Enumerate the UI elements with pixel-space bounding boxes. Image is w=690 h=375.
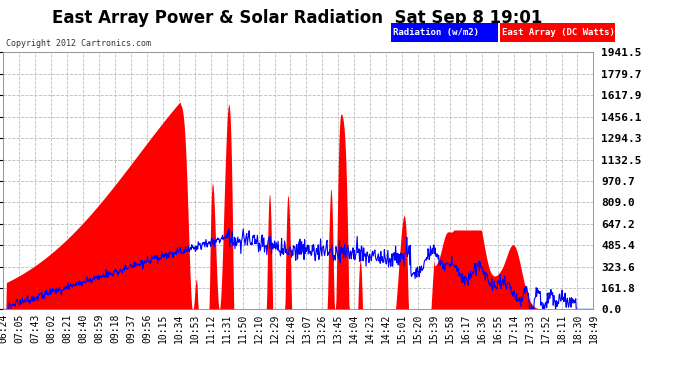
Text: East Array (DC Watts): East Array (DC Watts) [502, 28, 615, 37]
Text: Copyright 2012 Cartronics.com: Copyright 2012 Cartronics.com [6, 39, 150, 48]
Text: East Array Power & Solar Radiation  Sat Sep 8 19:01: East Array Power & Solar Radiation Sat S… [52, 9, 542, 27]
Text: Radiation (w/m2): Radiation (w/m2) [393, 28, 480, 37]
